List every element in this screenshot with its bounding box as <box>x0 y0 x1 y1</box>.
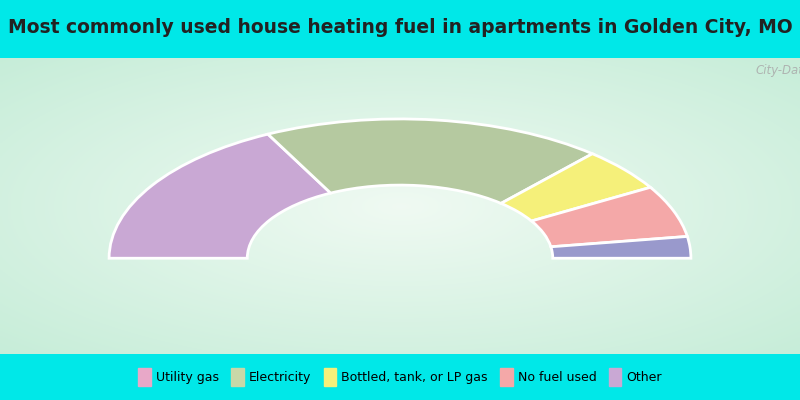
Wedge shape <box>268 119 592 203</box>
Wedge shape <box>501 154 650 221</box>
Wedge shape <box>531 187 687 247</box>
Text: City-Data.com: City-Data.com <box>756 64 800 77</box>
Wedge shape <box>551 236 691 258</box>
Text: Most commonly used house heating fuel in apartments in Golden City, MO: Most commonly used house heating fuel in… <box>8 18 792 37</box>
Legend: Utility gas, Electricity, Bottled, tank, or LP gas, No fuel used, Other: Utility gas, Electricity, Bottled, tank,… <box>133 363 667 391</box>
Wedge shape <box>109 134 330 258</box>
